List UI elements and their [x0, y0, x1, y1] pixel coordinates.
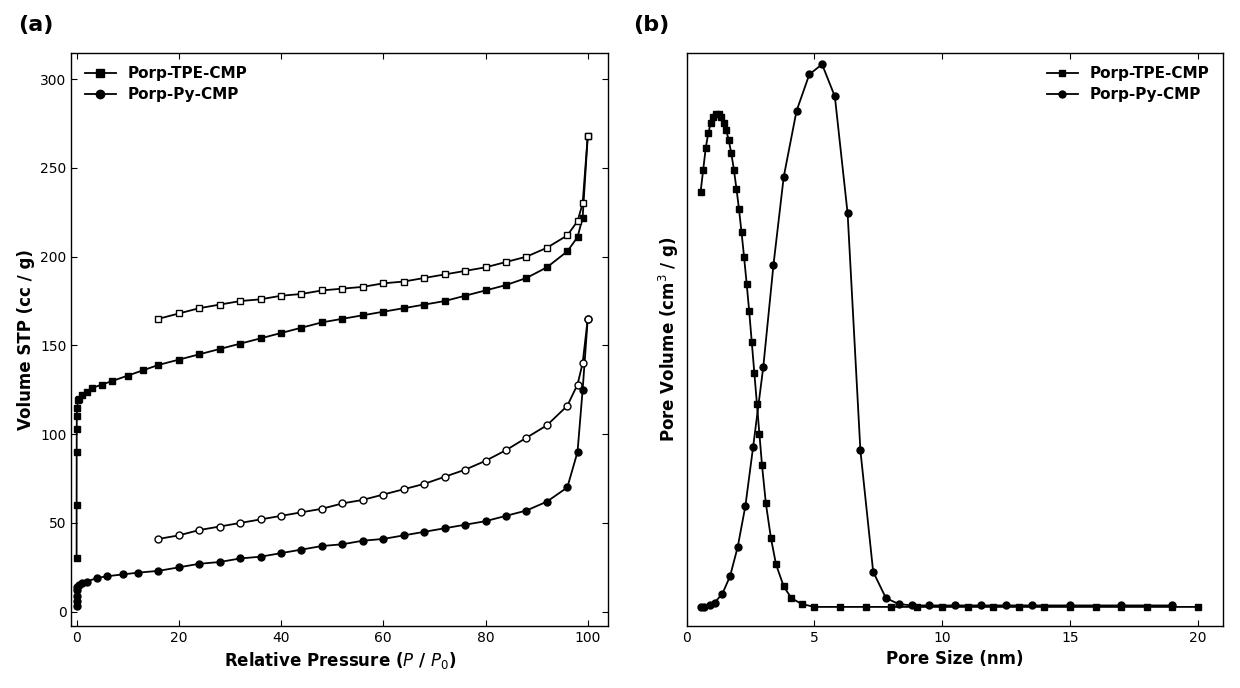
Porp-TPE-CMP	[1114, 603, 1128, 611]
Line: Porp-Py-CMP: Porp-Py-CMP	[697, 61, 1176, 610]
Porp-TPE-CMP	[884, 603, 899, 611]
Porp-TPE-CMP	[986, 603, 1001, 611]
Porp-Py-CMP	[998, 601, 1013, 610]
Porp-Py-CMP	[745, 443, 760, 451]
Porp-TPE-CMP	[764, 534, 779, 542]
Porp-Py-CMP	[827, 92, 842, 100]
X-axis label: Relative Pressure ($\mathit{P}$ / $\mathit{P}_0$): Relative Pressure ($\mathit{P}$ / $\math…	[223, 650, 456, 671]
Porp-Py-CMP	[1063, 601, 1078, 610]
Porp-TPE-CMP	[832, 603, 847, 611]
Porp-TPE-CMP	[960, 603, 975, 611]
Porp-TPE-CMP	[1190, 603, 1205, 611]
Porp-TPE-CMP	[706, 113, 720, 121]
Porp-TPE-CMP	[717, 118, 732, 127]
Porp-TPE-CMP	[727, 165, 742, 173]
Porp-Py-CMP	[815, 60, 830, 68]
Porp-TPE-CMP	[711, 110, 725, 118]
Porp-TPE-CMP	[858, 603, 873, 611]
Porp-TPE-CMP	[755, 461, 770, 469]
Text: (b): (b)	[632, 15, 670, 35]
Porp-Py-CMP	[947, 601, 962, 610]
Porp-TPE-CMP	[751, 430, 766, 438]
Porp-Py-CMP	[841, 209, 856, 217]
Legend: Porp-TPE-CMP, Porp-Py-CMP: Porp-TPE-CMP, Porp-Py-CMP	[1040, 60, 1215, 109]
Porp-TPE-CMP	[719, 126, 734, 134]
Porp-Py-CMP	[1024, 601, 1039, 610]
Porp-TPE-CMP	[696, 165, 711, 173]
Porp-Py-CMP	[697, 603, 712, 611]
Porp-TPE-CMP	[708, 110, 723, 118]
Porp-TPE-CMP	[1087, 603, 1102, 611]
Porp-Py-CMP	[973, 601, 988, 610]
Porp-TPE-CMP	[714, 113, 729, 121]
Porp-TPE-CMP	[759, 499, 774, 507]
Porp-TPE-CMP	[698, 144, 713, 152]
Porp-Py-CMP	[776, 173, 791, 181]
Porp-TPE-CMP	[794, 600, 808, 608]
Porp-TPE-CMP	[776, 582, 791, 590]
Y-axis label: Volume STP (cc / g): Volume STP (cc / g)	[16, 249, 35, 430]
Porp-TPE-CMP	[935, 603, 950, 611]
Porp-TPE-CMP	[693, 187, 708, 195]
Porp-TPE-CMP	[732, 205, 746, 213]
Porp-TPE-CMP	[1140, 603, 1154, 611]
Text: (a): (a)	[17, 15, 53, 35]
Porp-TPE-CMP	[737, 253, 751, 261]
Porp-TPE-CMP	[701, 129, 715, 137]
Porp-Py-CMP	[702, 601, 717, 610]
Porp-TPE-CMP	[784, 594, 799, 602]
Porp-TPE-CMP	[1012, 603, 1027, 611]
Y-axis label: Pore Volume (cm$^3$ / g): Pore Volume (cm$^3$ / g)	[657, 237, 681, 442]
Porp-TPE-CMP	[724, 149, 739, 158]
Porp-Py-CMP	[866, 568, 880, 576]
Porp-Py-CMP	[730, 543, 745, 551]
Porp-Py-CMP	[766, 261, 781, 269]
Porp-TPE-CMP	[769, 560, 784, 568]
Porp-Py-CMP	[693, 603, 708, 611]
Porp-Py-CMP	[756, 363, 771, 371]
Porp-Py-CMP	[738, 502, 753, 510]
Porp-TPE-CMP	[807, 603, 822, 611]
Porp-Py-CMP	[707, 599, 722, 607]
Porp-TPE-CMP	[703, 118, 718, 127]
Porp-Py-CMP	[723, 572, 738, 580]
Porp-TPE-CMP	[1164, 603, 1179, 611]
Porp-TPE-CMP	[1037, 603, 1052, 611]
Porp-Py-CMP	[878, 594, 893, 602]
Porp-Py-CMP	[1114, 601, 1128, 610]
Porp-TPE-CMP	[729, 184, 744, 193]
Porp-Py-CMP	[853, 447, 868, 455]
Porp-Py-CMP	[1164, 601, 1179, 610]
Porp-Py-CMP	[904, 601, 919, 610]
Porp-Py-CMP	[715, 590, 730, 598]
Porp-Py-CMP	[802, 70, 817, 78]
Porp-TPE-CMP	[909, 603, 924, 611]
Porp-TPE-CMP	[1063, 603, 1078, 611]
Legend: Porp-TPE-CMP, Porp-Py-CMP: Porp-TPE-CMP, Porp-Py-CMP	[79, 60, 254, 109]
Porp-TPE-CMP	[749, 400, 764, 408]
X-axis label: Pore Size (nm): Pore Size (nm)	[887, 650, 1024, 668]
Porp-Py-CMP	[923, 601, 937, 610]
Porp-TPE-CMP	[739, 279, 754, 288]
Porp-TPE-CMP	[734, 228, 749, 237]
Porp-TPE-CMP	[742, 308, 756, 316]
Line: Porp-TPE-CMP: Porp-TPE-CMP	[697, 111, 1202, 610]
Porp-Py-CMP	[892, 600, 906, 608]
Porp-Py-CMP	[789, 107, 804, 115]
Porp-TPE-CMP	[746, 369, 761, 377]
Porp-TPE-CMP	[744, 338, 759, 346]
Porp-TPE-CMP	[722, 136, 737, 144]
